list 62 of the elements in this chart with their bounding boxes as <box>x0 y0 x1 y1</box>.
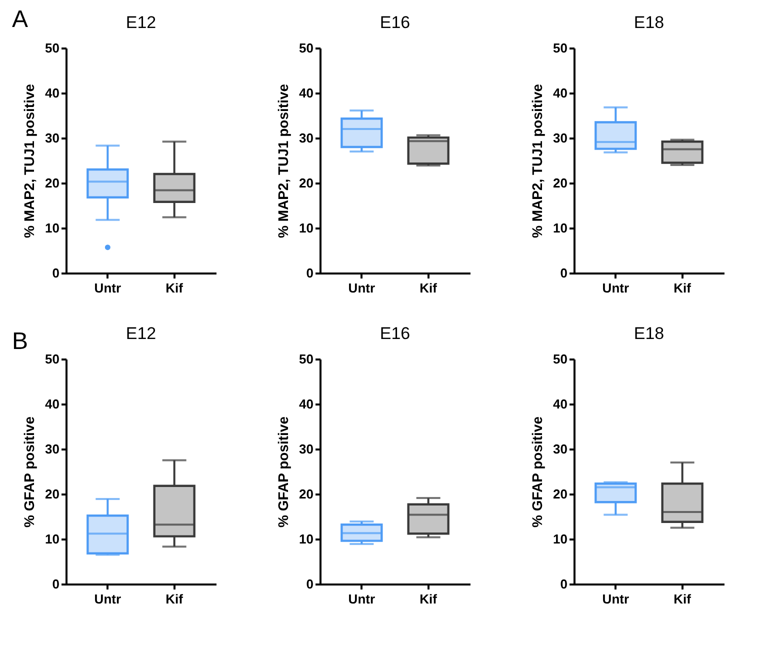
y-axis-title: % GFAP positive <box>21 416 38 528</box>
y-tick-label: 40 <box>553 396 568 412</box>
y-tick-label: 50 <box>299 40 314 56</box>
y-axis-title: % MAP2, TUJ1 positive <box>529 84 546 238</box>
y-tick-label: 30 <box>553 442 568 456</box>
y-tick-label: 30 <box>299 130 314 146</box>
y-tick-label: 30 <box>299 442 314 456</box>
y-tick-label: 40 <box>553 86 568 100</box>
y-tick-label: 0 <box>52 266 60 280</box>
y-axis-title: % GFAP positive <box>275 416 292 528</box>
y-tick-label: 0 <box>306 266 314 280</box>
y-tick-label: 20 <box>45 486 60 502</box>
y-tick-label: 50 <box>45 40 60 56</box>
y-tick-label: 20 <box>299 486 314 502</box>
y-axis-title: % GFAP positive <box>529 416 546 528</box>
text: B <box>12 328 28 355</box>
y-tick-label: 10 <box>45 220 60 236</box>
text: A <box>12 6 28 33</box>
x-tick-label: Untr <box>348 592 376 606</box>
y-tick-label: 40 <box>299 396 314 412</box>
y-tick-label: 40 <box>45 396 60 412</box>
x-tick-label: Kif <box>420 592 438 606</box>
y-tick-label: 50 <box>299 352 314 366</box>
y-tick-label: 10 <box>553 220 568 236</box>
y-tick-label: 20 <box>45 176 60 190</box>
y-tick-label: 10 <box>299 220 314 236</box>
x-tick-label: Untr <box>602 280 630 296</box>
y-tick-label: 50 <box>553 40 568 56</box>
y-tick-label: 30 <box>553 130 568 146</box>
y-axis-title: % MAP2, TUJ1 positive <box>21 84 38 238</box>
y-tick-label: 0 <box>306 576 314 592</box>
chart-title: E18 <box>634 324 664 343</box>
x-tick-label: Kif <box>674 592 692 606</box>
x-tick-label: Untr <box>602 592 630 606</box>
y-tick-label: 0 <box>52 576 60 592</box>
x-tick-label: Untr <box>348 280 376 296</box>
x-tick-label: Untr <box>94 280 122 296</box>
x-tick-label: Kif <box>166 280 184 296</box>
x-tick-label: Untr <box>94 592 122 606</box>
x-tick-label: Kif <box>420 280 438 296</box>
y-tick-label: 10 <box>299 532 314 546</box>
y-tick-label: 0 <box>560 266 568 280</box>
y-tick-label: 20 <box>553 176 568 190</box>
y-tick-label: 10 <box>553 532 568 546</box>
y-tick-label: 30 <box>45 130 60 146</box>
y-tick-label: 20 <box>299 176 314 190</box>
x-tick-label: Kif <box>674 280 692 296</box>
chart-title: E12 <box>126 324 156 343</box>
y-axis-title: % MAP2, TUJ1 positive <box>275 84 292 238</box>
y-tick-label: 40 <box>299 86 314 100</box>
y-tick-label: 30 <box>45 442 60 456</box>
y-tick-label: 20 <box>553 486 568 502</box>
chart-title: E16 <box>380 324 410 343</box>
y-tick-label: 50 <box>553 352 568 366</box>
y-tick-label: 0 <box>560 576 568 592</box>
x-tick-label: Kif <box>166 592 184 606</box>
chart-title: E18 <box>634 13 664 32</box>
y-tick-label: 10 <box>45 532 60 546</box>
chart-title: E12 <box>126 13 156 32</box>
y-tick-label: 40 <box>45 86 60 100</box>
y-tick-label: 50 <box>45 352 60 366</box>
chart-title: E16 <box>380 13 410 32</box>
